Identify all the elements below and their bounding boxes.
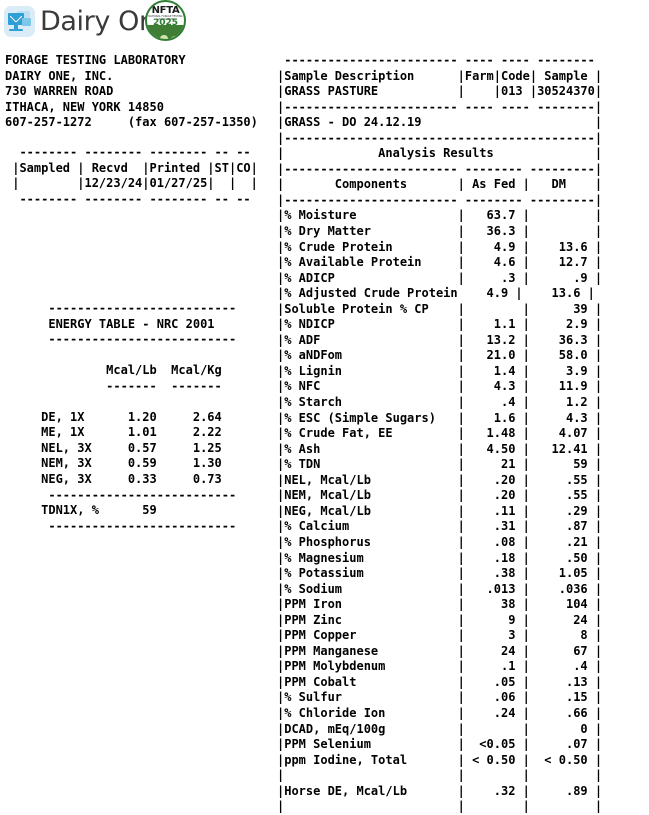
seal-ring: NFTA NATIONAL FORAGE TESTING ASSOCIATION… (145, 0, 186, 41)
logo-monitor-stand (14, 24, 18, 29)
seal-year: 2025 (152, 18, 179, 28)
seal-grass-graphic (147, 25, 184, 39)
monitor-chart-icon (4, 5, 35, 37)
analysis-results-panel: ------------------------ ---- ---- -----… (277, 53, 603, 814)
lab-address-block: FORAGE TESTING LABORATORY DAIRY ONE, INC… (5, 53, 258, 130)
energy-table: -------------------------- ENERGY TABLE … (41, 301, 237, 533)
seal-name: NFTA (151, 5, 180, 16)
logo-monitor-base (9, 28, 23, 31)
seal-micro-text: NATIONAL FORAGE TESTING ASSOCIATION (148, 15, 183, 21)
logo-chart-accent (22, 17, 31, 26)
dates-table: -------- -------- -------- -- -- |Sample… (12, 145, 258, 206)
nfta-certification-seal: NFTA NATIONAL FORAGE TESTING ASSOCIATION… (145, 0, 186, 41)
logo-screen-front (8, 12, 24, 25)
